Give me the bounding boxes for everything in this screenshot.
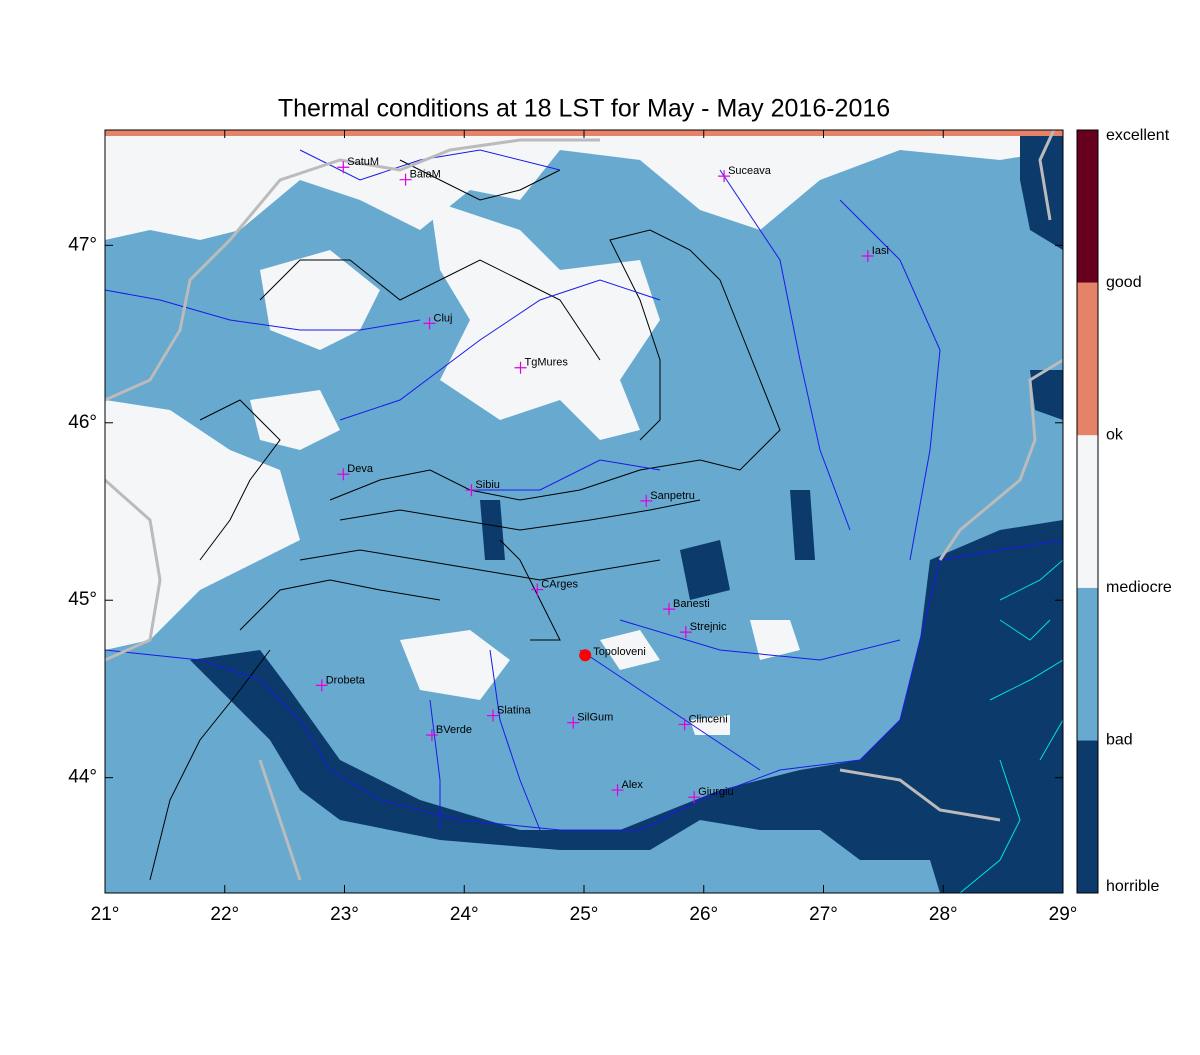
- city-marker: [399, 173, 412, 186]
- city-marker: [688, 791, 701, 804]
- x-tick-label: 28°: [929, 904, 958, 925]
- city-marker: [337, 161, 350, 174]
- city-label: Iasi: [872, 245, 889, 257]
- colorbar-label: ok: [1106, 426, 1124, 443]
- city-marker: [425, 729, 438, 742]
- x-tick-label: 27°: [809, 904, 838, 925]
- city-marker: [337, 468, 350, 481]
- x-tick-label: 24°: [450, 904, 479, 925]
- colorbar-label: excellent: [1106, 127, 1170, 144]
- x-tick-label: 26°: [689, 904, 718, 925]
- colorbar-swatch: [1077, 435, 1098, 588]
- colorbar: horrible bad mediocre ok good excellent: [1076, 127, 1172, 895]
- city-marker: [678, 718, 691, 731]
- city-marker: [514, 361, 527, 374]
- city-label: SatuM: [347, 156, 379, 168]
- colorbar-label: bad: [1106, 732, 1133, 749]
- map-title: Thermal conditions at 18 LST for May - M…: [278, 95, 890, 123]
- colorbar-label: good: [1106, 274, 1142, 291]
- city-label: TgMures: [525, 357, 569, 369]
- y-tick-label: 45°: [68, 589, 97, 610]
- city-marker: [315, 679, 328, 692]
- city-label: Suceava: [728, 165, 772, 177]
- city-label: Cluj: [434, 312, 453, 324]
- city-label: BaiaM: [410, 169, 441, 181]
- city-label: Sibiu: [475, 479, 499, 491]
- city-marker: [531, 583, 544, 596]
- city-label: Slatina: [497, 704, 532, 716]
- city-label: Clinceni: [689, 713, 728, 725]
- city-label: Drobeta: [326, 674, 366, 686]
- colorbar-swatch: [1077, 282, 1098, 436]
- city-marker: [611, 784, 624, 797]
- y-tick-label: 47°: [68, 234, 97, 255]
- x-tick-label: 23°: [330, 904, 359, 925]
- city-marker: [663, 603, 676, 616]
- x-tick-label: 29°: [1049, 904, 1078, 925]
- city-label: Sanpetru: [650, 490, 695, 502]
- city-label: Strejnic: [690, 621, 727, 633]
- city-marker: [718, 170, 731, 183]
- city-label: Banesti: [673, 598, 710, 610]
- colorbar-frame: [1076, 129, 1099, 894]
- city-marker: [465, 484, 478, 497]
- city-label: BVerde: [436, 724, 472, 736]
- y-tick-label: 46°: [68, 412, 97, 433]
- city-marker: [861, 249, 874, 262]
- city-label: SilGum: [577, 712, 613, 724]
- colorbar-label: horrible: [1106, 878, 1159, 895]
- city-marker: [640, 494, 653, 507]
- x-tick-label: 22°: [210, 904, 239, 925]
- city-label: Deva: [347, 463, 374, 475]
- site-marker: [579, 649, 592, 662]
- city-label: Giurgiu: [698, 786, 733, 798]
- colorbar-label: mediocre: [1106, 579, 1172, 596]
- city-marker: [423, 317, 436, 330]
- x-tick-label: 25°: [570, 904, 599, 925]
- x-tick-label: 21°: [91, 904, 120, 925]
- site-label: Topoloveni: [593, 646, 646, 658]
- y-tick-label: 44°: [68, 767, 97, 788]
- city-label: CArges: [541, 578, 578, 590]
- colorbar-swatch: [1077, 740, 1098, 893]
- city-marker: [679, 626, 692, 639]
- city-marker: [486, 709, 499, 722]
- city-label: Alex: [622, 779, 644, 791]
- city-marker: [567, 716, 580, 729]
- colorbar-swatch: [1077, 130, 1098, 283]
- colorbar-swatch: [1077, 587, 1098, 741]
- map-field: [105, 130, 1063, 893]
